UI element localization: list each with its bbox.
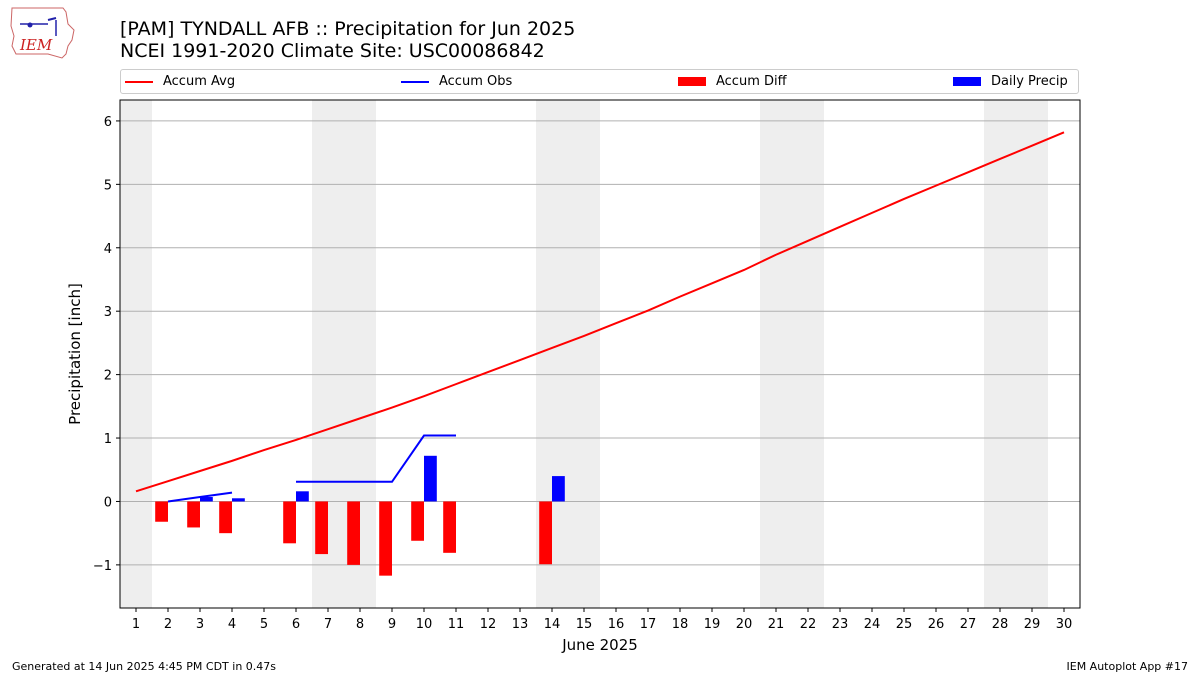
x-tick-label: 2 [164, 617, 172, 632]
legend-swatch-accum-diff [678, 77, 706, 86]
y-tick-label: 6 [104, 115, 112, 130]
accum-diff-bar [283, 501, 296, 544]
accum-avg-line [135, 131, 1065, 493]
x-tick-label: 23 [832, 617, 849, 632]
plot-frame [119, 99, 1081, 609]
x-tick-label: 17 [640, 617, 657, 632]
x-tick-label: 26 [928, 617, 945, 632]
legend-swatch-accum-avg [125, 80, 153, 83]
x-tick-label: 25 [896, 617, 913, 632]
accum-obs-line [296, 434, 456, 483]
x-tick-label: 15 [576, 617, 593, 632]
legend-label: Accum Obs [439, 74, 513, 89]
accum-obs-line [167, 491, 233, 503]
y-tick-label: −1 [93, 559, 112, 574]
chart-title: [PAM] TYNDALL AFB :: Precipitation for J… [120, 18, 576, 40]
iem-logo: IEM [10, 7, 75, 59]
y-tick-label: 5 [104, 178, 112, 193]
accum-diff-bar [219, 501, 232, 534]
x-tick-label: 5 [260, 617, 268, 632]
gridlines [120, 120, 1080, 566]
accum-diff-bar [315, 501, 328, 555]
legend-item-accum-obs: Accum Obs [401, 70, 512, 93]
legend-item-daily-precip: Daily Precip [953, 70, 1068, 93]
x-tick-label: 9 [388, 617, 396, 632]
x-tick-label: 28 [992, 617, 1009, 632]
logo-text: IEM [19, 36, 53, 54]
x-tick-label: 22 [800, 617, 817, 632]
x-tick-label: 18 [672, 617, 689, 632]
legend: Accum Avg Accum Obs Accum Diff Daily Pre… [120, 69, 1079, 94]
x-tick-label: 24 [864, 617, 881, 632]
weekend-shade [984, 100, 1048, 608]
x-tick-label: 11 [448, 617, 465, 632]
x-tick-label: 13 [512, 617, 529, 632]
x-tick-label: 29 [1024, 617, 1041, 632]
accum-diff-bar [443, 501, 456, 553]
accum-diff-bar [155, 501, 168, 522]
weekend-shading [120, 100, 1048, 608]
y-axis: −1 0 1 2 3 4 5 6 [93, 115, 120, 574]
x-tick-label: 10 [416, 617, 433, 632]
y-tick-label: 3 [104, 305, 112, 320]
daily-precip-bar [232, 498, 245, 502]
weekend-shade [120, 100, 152, 608]
bars-layer [155, 455, 565, 576]
accum-diff-bar [411, 501, 424, 541]
daily-precip-bar [552, 476, 565, 502]
legend-swatch-daily-precip [953, 77, 981, 86]
accum-diff-bar [539, 501, 552, 565]
legend-label: Daily Precip [991, 74, 1068, 89]
lines-layer [135, 131, 1065, 503]
x-tick-label: 8 [356, 617, 364, 632]
accum-diff-bar [379, 501, 392, 576]
x-tick-label: 16 [608, 617, 625, 632]
x-axis-label: June 2025 [561, 636, 638, 654]
app-label: IEM Autoplot App #17 [1066, 660, 1189, 673]
x-tick-label: 12 [480, 617, 497, 632]
legend-item-accum-diff: Accum Diff [678, 70, 787, 93]
x-tick-label: 7 [324, 617, 332, 632]
x-axis: 1 2 3 4 5 6 7 8 9 10 11 12 13 14 15 16 17 18 19 20 21 22 23 24 2… [132, 608, 1072, 632]
daily-precip-bar [296, 491, 309, 502]
y-tick-label: 4 [104, 242, 112, 257]
accum-diff-bar [347, 501, 360, 565]
x-tick-label: 14 [544, 617, 561, 632]
y-tick-label: 2 [104, 369, 112, 384]
x-tick-label: 19 [704, 617, 721, 632]
x-tick-label: 1 [132, 617, 140, 632]
y-tick-label: 1 [104, 432, 112, 447]
weekend-shade [760, 100, 824, 608]
daily-precip-bar [200, 497, 213, 502]
chart-subtitle: NCEI 1991-2020 Climate Site: USC00086842 [120, 40, 545, 62]
x-tick-label: 20 [736, 617, 753, 632]
legend-label: Accum Avg [163, 74, 236, 89]
legend-label: Accum Diff [716, 74, 787, 89]
daily-precip-bar [424, 455, 437, 502]
accum-diff-bar [187, 501, 200, 528]
x-tick-label: 4 [228, 617, 236, 632]
generated-timestamp: Generated at 14 Jun 2025 4:45 PM CDT in … [12, 660, 277, 673]
legend-swatch-accum-obs [401, 80, 429, 83]
x-tick-label: 30 [1056, 617, 1073, 632]
x-tick-label: 21 [768, 617, 785, 632]
y-tick-label: 0 [104, 495, 112, 510]
y-axis-label: Precipitation [inch] [66, 283, 84, 425]
x-tick-label: 3 [196, 617, 204, 632]
legend-item-accum-avg: Accum Avg [125, 70, 235, 93]
x-tick-label: 27 [960, 617, 977, 632]
x-tick-label: 6 [292, 617, 300, 632]
